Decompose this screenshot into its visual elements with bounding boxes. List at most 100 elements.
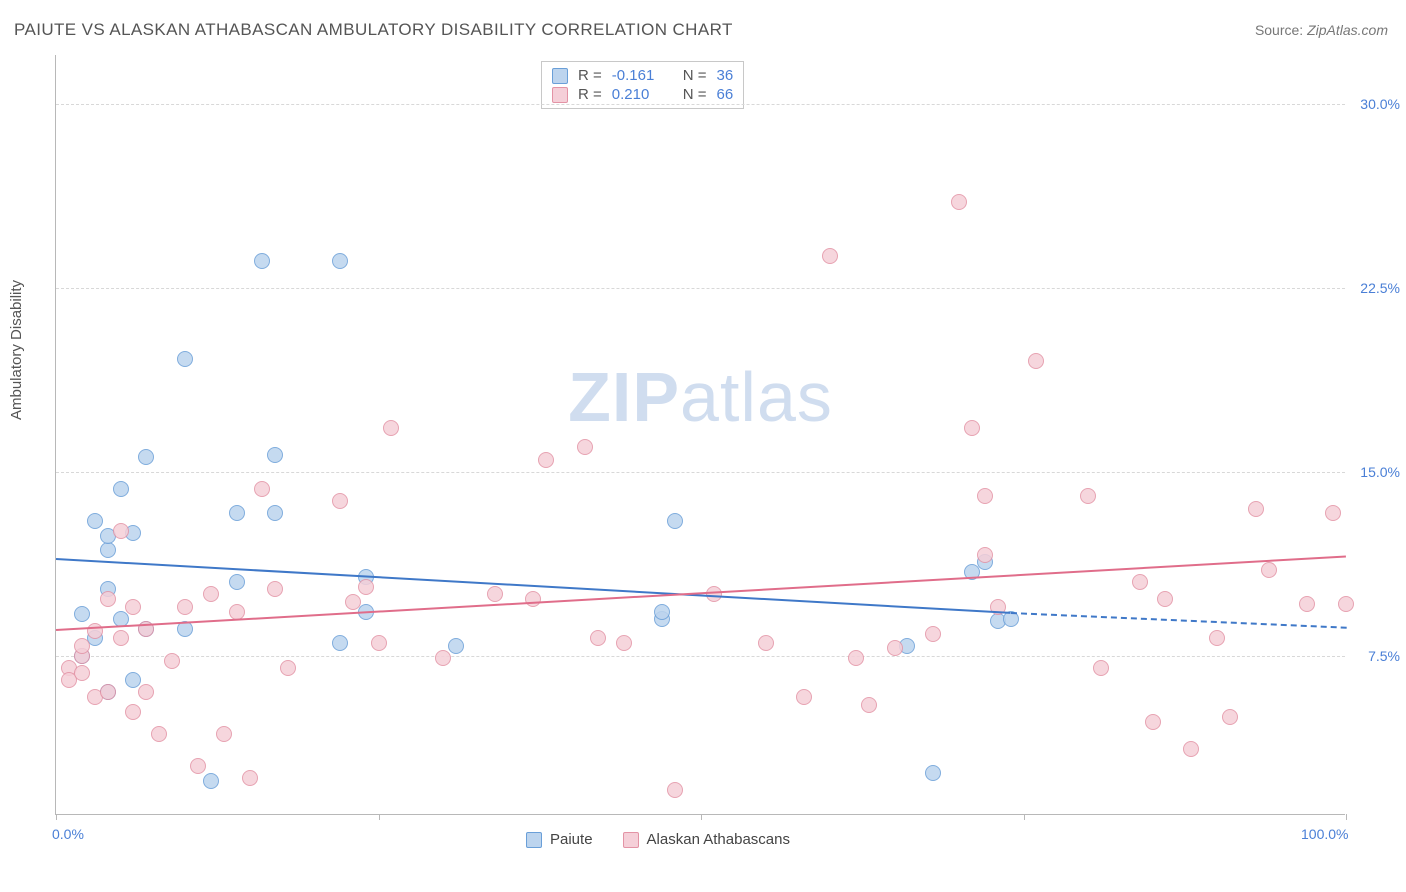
data-point bbox=[280, 660, 296, 676]
legend-swatch bbox=[552, 68, 568, 84]
data-point bbox=[100, 684, 116, 700]
y-tick-label: 15.0% bbox=[1350, 464, 1400, 480]
data-point bbox=[267, 581, 283, 597]
data-point bbox=[358, 579, 374, 595]
n-label: N = bbox=[683, 86, 707, 103]
data-point bbox=[1248, 501, 1264, 517]
data-point bbox=[1325, 505, 1341, 521]
data-point bbox=[113, 481, 129, 497]
scatter-chart: ZIPatlas R =-0.161N =36R =0.210N =66 Pai… bbox=[55, 55, 1345, 815]
data-point bbox=[758, 635, 774, 651]
legend-swatch bbox=[623, 832, 639, 848]
data-point bbox=[216, 726, 232, 742]
data-point bbox=[577, 439, 593, 455]
r-value: 0.210 bbox=[612, 86, 667, 103]
data-point bbox=[371, 635, 387, 651]
n-label: N = bbox=[683, 67, 707, 84]
data-point bbox=[925, 765, 941, 781]
data-point bbox=[887, 640, 903, 656]
legend-item: Alaskan Athabascans bbox=[623, 831, 790, 848]
r-value: -0.161 bbox=[612, 67, 667, 84]
data-point bbox=[332, 253, 348, 269]
data-point bbox=[1183, 741, 1199, 757]
data-point bbox=[242, 770, 258, 786]
data-point bbox=[590, 630, 606, 646]
data-point bbox=[1222, 709, 1238, 725]
data-point bbox=[964, 420, 980, 436]
data-point bbox=[203, 586, 219, 602]
data-point bbox=[667, 782, 683, 798]
data-point bbox=[951, 194, 967, 210]
legend-row: R = -0.161 N = 36 bbox=[552, 66, 733, 85]
gridline bbox=[56, 104, 1345, 105]
data-point bbox=[332, 635, 348, 651]
data-point bbox=[151, 726, 167, 742]
data-point bbox=[538, 452, 554, 468]
data-point bbox=[654, 604, 670, 620]
data-point bbox=[113, 523, 129, 539]
data-point bbox=[861, 697, 877, 713]
data-point bbox=[74, 638, 90, 654]
correlation-legend: R =-0.161N =36R =0.210N =66 bbox=[541, 61, 744, 109]
n-value: 36 bbox=[717, 67, 734, 84]
data-point bbox=[125, 599, 141, 615]
chart-title: PAIUTE VS ALASKAN ATHABASCAN AMBULATORY … bbox=[14, 20, 733, 40]
gridline bbox=[56, 656, 1345, 657]
trend-line bbox=[1011, 612, 1346, 629]
data-point bbox=[177, 599, 193, 615]
legend-label: Paiute bbox=[550, 831, 593, 848]
legend-item: Paiute bbox=[526, 831, 593, 848]
data-point bbox=[448, 638, 464, 654]
data-point bbox=[822, 248, 838, 264]
data-point bbox=[667, 513, 683, 529]
y-tick-label: 30.0% bbox=[1350, 96, 1400, 112]
y-tick-label: 22.5% bbox=[1350, 280, 1400, 296]
gridline bbox=[56, 288, 1345, 289]
x-tick-mark bbox=[56, 814, 57, 820]
source-attribution: Source: ZipAtlas.com bbox=[1255, 22, 1388, 38]
data-point bbox=[1093, 660, 1109, 676]
data-point bbox=[1299, 596, 1315, 612]
data-point bbox=[229, 505, 245, 521]
data-point bbox=[74, 606, 90, 622]
data-point bbox=[203, 773, 219, 789]
data-point bbox=[100, 542, 116, 558]
data-point bbox=[796, 689, 812, 705]
data-point bbox=[435, 650, 451, 666]
data-point bbox=[925, 626, 941, 642]
gridline bbox=[56, 472, 1345, 473]
data-point bbox=[383, 420, 399, 436]
data-point bbox=[125, 672, 141, 688]
data-point bbox=[254, 481, 270, 497]
data-point bbox=[113, 630, 129, 646]
x-tick-label: 100.0% bbox=[1301, 826, 1348, 842]
data-point bbox=[229, 574, 245, 590]
x-tick-mark bbox=[379, 814, 380, 820]
data-point bbox=[1028, 353, 1044, 369]
data-point bbox=[267, 505, 283, 521]
x-tick-mark bbox=[701, 814, 702, 820]
data-point bbox=[267, 447, 283, 463]
data-point bbox=[87, 513, 103, 529]
data-point bbox=[848, 650, 864, 666]
data-point bbox=[977, 488, 993, 504]
r-label: R = bbox=[578, 67, 602, 84]
data-point bbox=[1209, 630, 1225, 646]
legend-swatch bbox=[552, 87, 568, 103]
data-point bbox=[1261, 562, 1277, 578]
data-point bbox=[100, 591, 116, 607]
x-tick-mark bbox=[1346, 814, 1347, 820]
data-point bbox=[487, 586, 503, 602]
data-point bbox=[190, 758, 206, 774]
data-point bbox=[332, 493, 348, 509]
data-point bbox=[616, 635, 632, 651]
x-tick-mark bbox=[1024, 814, 1025, 820]
data-point bbox=[125, 704, 141, 720]
data-point bbox=[345, 594, 361, 610]
legend-row: R =0.210N =66 bbox=[552, 85, 733, 104]
data-point bbox=[164, 653, 180, 669]
data-point bbox=[177, 351, 193, 367]
series-legend: Paiute Alaskan Athabascans bbox=[526, 831, 790, 848]
data-point bbox=[138, 684, 154, 700]
data-point bbox=[977, 547, 993, 563]
